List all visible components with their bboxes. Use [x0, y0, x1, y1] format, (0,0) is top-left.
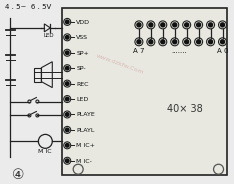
Text: .......: .......	[171, 48, 186, 54]
Circle shape	[66, 66, 69, 70]
Text: M IC-: M IC-	[76, 159, 92, 164]
Text: M IC+: M IC+	[76, 143, 95, 148]
Circle shape	[66, 144, 69, 147]
Circle shape	[185, 23, 189, 27]
Text: www.dzkfw.Com: www.dzkfw.Com	[95, 54, 145, 76]
Text: A 7: A 7	[133, 48, 145, 54]
Circle shape	[220, 40, 224, 44]
Circle shape	[66, 159, 69, 162]
Text: VSS: VSS	[76, 35, 88, 40]
Circle shape	[66, 36, 69, 39]
Text: PLAYE: PLAYE	[76, 112, 95, 117]
Bar	[34, 68, 41, 82]
Circle shape	[173, 40, 177, 44]
Circle shape	[161, 23, 165, 27]
Text: 4 . 5~  6 . 5V: 4 . 5~ 6 . 5V	[4, 4, 51, 10]
Circle shape	[66, 20, 69, 24]
Circle shape	[197, 23, 201, 27]
Bar	[62, 8, 227, 175]
Text: SP-: SP-	[76, 66, 86, 71]
Circle shape	[161, 40, 165, 44]
Circle shape	[137, 40, 141, 44]
Text: ④: ④	[12, 168, 25, 182]
Circle shape	[208, 40, 212, 44]
Circle shape	[66, 51, 69, 54]
Circle shape	[66, 97, 69, 101]
Circle shape	[137, 23, 141, 27]
Circle shape	[66, 113, 69, 116]
Text: LED: LED	[76, 97, 88, 102]
Circle shape	[208, 23, 212, 27]
Circle shape	[185, 40, 189, 44]
Text: PLAYL: PLAYL	[76, 128, 95, 133]
Text: 40× 38: 40× 38	[167, 105, 203, 114]
Text: SP+: SP+	[76, 51, 89, 56]
Circle shape	[173, 23, 177, 27]
Circle shape	[149, 40, 153, 44]
Text: VDD: VDD	[76, 20, 90, 25]
Text: A 0: A 0	[217, 48, 228, 54]
Circle shape	[149, 23, 153, 27]
Circle shape	[197, 40, 201, 44]
Text: REC: REC	[76, 82, 89, 87]
Text: LED: LED	[44, 33, 55, 38]
Circle shape	[66, 82, 69, 85]
Circle shape	[66, 128, 69, 132]
Circle shape	[220, 23, 224, 27]
Text: M IC: M IC	[37, 149, 51, 154]
